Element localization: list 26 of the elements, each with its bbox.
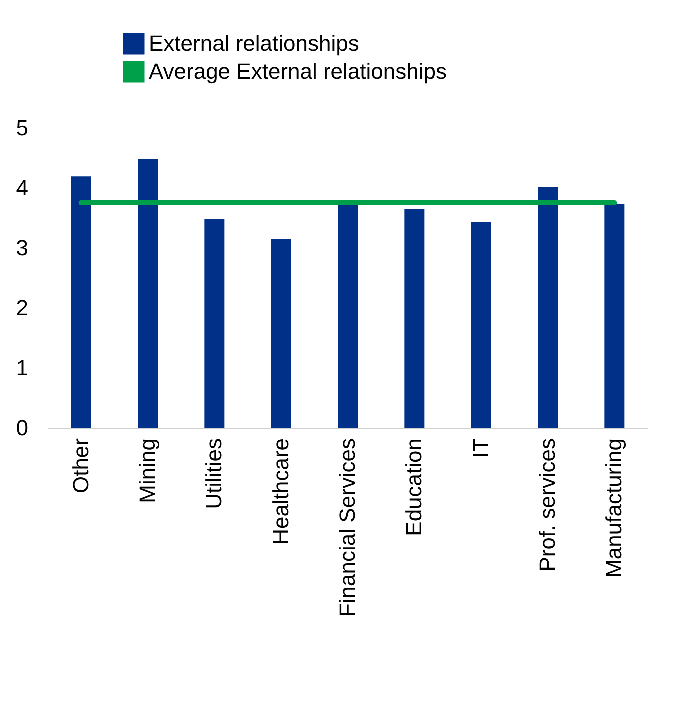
x-tick-label: Education <box>402 438 427 536</box>
bar <box>604 204 625 428</box>
y-tick-label: 4 <box>16 176 28 200</box>
legend-label: Average External relationships <box>149 59 447 84</box>
x-tick-label: Prof. services <box>535 438 560 572</box>
bar <box>338 204 358 428</box>
y-tick-label: 1 <box>16 356 28 380</box>
x-tick-label: Healthcare <box>268 438 294 545</box>
x-tick-label: Mining <box>135 438 160 504</box>
bar <box>138 159 158 428</box>
bar <box>271 239 292 428</box>
y-tick-label: 3 <box>16 236 28 260</box>
x-tick-label: Other <box>68 438 94 494</box>
x-tick-label: IT <box>468 438 494 458</box>
legend-label: External relationships <box>149 31 360 56</box>
y-tick-label: 2 <box>16 296 28 320</box>
bar <box>71 176 92 428</box>
x-tick-label: Utilities <box>202 438 227 510</box>
x-tick-label: Financial Services <box>335 438 360 618</box>
x-tick-label: Manufacturing <box>602 438 627 578</box>
y-tick-label: 5 <box>16 116 28 140</box>
bar <box>404 209 425 428</box>
bar <box>538 187 558 428</box>
y-tick-label: 0 <box>16 416 28 440</box>
bar <box>471 222 492 428</box>
bar <box>204 219 225 428</box>
